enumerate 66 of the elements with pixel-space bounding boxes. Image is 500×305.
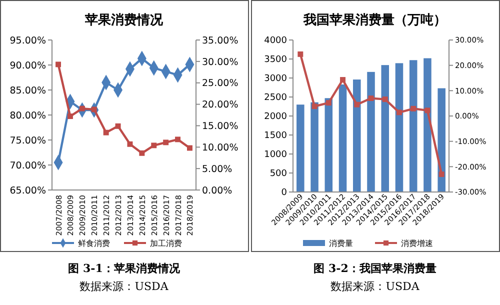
y2-tick-label: 20.00% (202, 100, 238, 111)
point (354, 102, 360, 108)
y-tick-label: 85.00% (10, 85, 46, 96)
point (175, 136, 181, 142)
point (139, 150, 145, 156)
y-tick-label: 0 (281, 188, 288, 198)
point (424, 108, 430, 114)
y-tick-label: 1000 (264, 150, 288, 160)
y-tick-label: 70.00% (10, 160, 46, 172)
y-tick-label: 3500 (264, 55, 288, 66)
point (368, 96, 374, 102)
y2-tick-label: 0.00% (202, 185, 232, 196)
bar (424, 58, 432, 192)
y-tick-label: 3000 (264, 74, 288, 84)
y-tick-label: 500 (270, 169, 288, 180)
y-tick-label: 2000 (264, 112, 288, 122)
point (298, 51, 304, 57)
y-tick-label: 90.00% (10, 60, 46, 72)
y-tick-label: 65.00% (10, 185, 46, 196)
y2-tick-label: 30.00% (202, 56, 238, 68)
y-tick-label: 1500 (264, 131, 288, 142)
bar (296, 104, 304, 192)
point (103, 130, 109, 136)
source-note: 数据来源：USDA (330, 280, 420, 293)
y2-tick-label: 25.00% (202, 78, 238, 90)
bar (324, 98, 333, 192)
y-tick-label: 75.00% (10, 135, 46, 146)
point (163, 140, 169, 146)
chart-title: 苹果消费情况 (84, 13, 164, 28)
y-tick-label: 95.00% (10, 35, 46, 46)
bar (338, 84, 347, 192)
bar (438, 88, 446, 192)
y-tick-label: 4000 (264, 36, 288, 46)
legend-label: 消费增速 (401, 238, 433, 248)
y2-tick-label: 15.00% (202, 121, 238, 132)
caption: 图 3-2：我国苹果消费量 (314, 262, 436, 275)
point (382, 96, 388, 102)
point (410, 106, 416, 112)
bar (409, 60, 418, 192)
point (151, 142, 157, 148)
point (326, 100, 332, 106)
point (396, 110, 402, 116)
legend-label: 鲜食消费 (78, 238, 110, 248)
y2-tick-label: 10.00% (202, 142, 238, 154)
caption: 图 3-1：苹果消费情况 (68, 262, 181, 275)
source-note: 数据来源：USDA (80, 280, 170, 293)
bar (381, 65, 389, 192)
bar (395, 63, 404, 192)
point (67, 114, 73, 120)
legend-label: 加工消费 (150, 238, 182, 248)
point (56, 62, 62, 68)
bar (353, 80, 361, 192)
y2-tick-label: 5.00% (202, 164, 232, 175)
legend-label: 消费量 (329, 238, 353, 248)
y2-tick-label: 35.00% (202, 35, 238, 46)
bar (367, 72, 375, 192)
bar (310, 102, 318, 192)
point (438, 172, 444, 178)
point (127, 141, 133, 147)
y-tick-label: 80.00% (10, 110, 46, 122)
point (312, 104, 318, 110)
point (186, 145, 192, 151)
chart-title: 我国苹果消费量（万吨） (302, 12, 446, 28)
point (115, 123, 121, 129)
y-tick-label: 2500 (264, 93, 288, 104)
point (340, 77, 346, 83)
